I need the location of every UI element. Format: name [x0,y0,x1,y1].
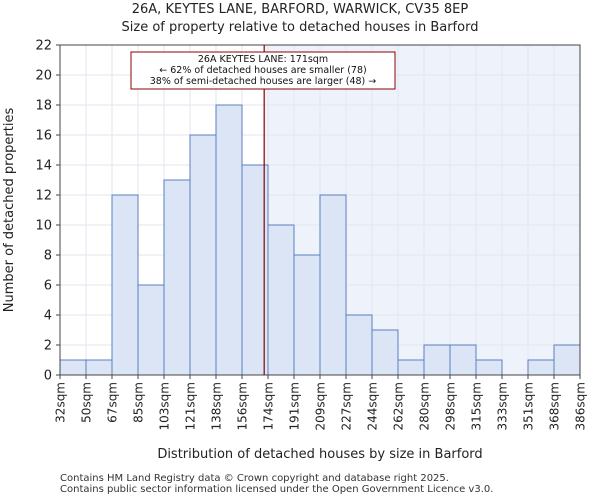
footer-line-2: Contains public sector information licen… [60,484,494,495]
x-tick-label: 315sqm [470,382,484,430]
y-tick-label: 22 [35,39,52,54]
x-tick-label: 333sqm [496,382,510,430]
histogram-bar [423,344,451,376]
footer-line-1: Contains HM Land Registry data © Crown c… [60,473,449,484]
annotation-line: 38% of semi-detached houses are larger (… [150,76,377,87]
histogram-bar [397,359,425,376]
chart-subtitle: Size of property relative to detached ho… [121,20,479,35]
histogram-bar [475,359,503,376]
histogram-bar [527,359,555,376]
histogram-bar [137,284,165,376]
annotation-box [130,51,396,90]
x-tick-label: 227sqm [340,382,354,430]
y-tick-label: 14 [35,159,52,174]
x-tick-label: 368sqm [548,382,562,430]
y-tick-label: 8 [44,249,52,264]
x-tick-label: 209sqm [314,382,328,430]
x-tick-label: 156sqm [236,382,250,430]
x-tick-label: 103sqm [158,382,172,430]
y-tick-label: 2 [44,339,52,354]
histogram-bar [267,224,295,376]
histogram-bar [85,359,113,376]
x-tick-label: 298sqm [444,382,458,430]
x-tick-label: 280sqm [418,382,432,430]
x-tick-label: 351sqm [522,382,536,430]
histogram-bar [449,344,477,376]
x-tick-label: 262sqm [392,382,406,430]
x-tick-label: 174sqm [262,382,276,430]
y-tick-label: 0 [44,369,52,384]
y-axis-label: Number of detached properties [2,108,17,313]
x-tick-label: 85sqm [132,382,146,423]
histogram-bar [111,194,139,376]
histogram-bar [319,194,347,376]
histogram-bar [189,134,217,376]
annotation-line: 26A KEYTES LANE: 171sqm [198,54,328,65]
x-tick-label: 50sqm [80,382,94,423]
annotation-line: ← 62% of detached houses are smaller (78… [159,65,366,76]
x-tick-label: 121sqm [184,382,198,430]
x-tick-label: 32sqm [54,382,68,423]
histogram-bar [59,359,87,376]
y-tick-label: 6 [44,279,52,294]
histogram-bar [215,104,243,376]
y-tick-label: 10 [35,219,52,234]
y-tick-label: 4 [44,309,52,324]
histogram-bar [345,314,373,376]
x-tick-label: 67sqm [106,382,120,423]
histogram-bar [371,329,399,376]
y-tick-label: 16 [35,129,52,144]
histogram-bar [293,254,321,376]
x-tick-label: 386sqm [574,382,588,430]
histogram-bar [163,179,191,376]
chart-title: 26A, KEYTES LANE, BARFORD, WARWICK, CV35… [131,2,469,17]
x-axis-label: Distribution of detached houses by size … [157,447,482,462]
y-tick-label: 18 [35,99,52,114]
histogram-bar [553,344,581,376]
histogram-chart: 0 2 4 6 8 10 12 14 16 18 20 22 32sqm 50sqm 67sqm 85sqm 1… [2,39,588,463]
x-tick-label: 191sqm [288,382,302,430]
x-tick-label: 138sqm [210,382,224,430]
y-tick-label: 12 [35,189,52,204]
y-tick-label: 20 [35,69,52,84]
x-tick-label: 244sqm [366,382,380,430]
